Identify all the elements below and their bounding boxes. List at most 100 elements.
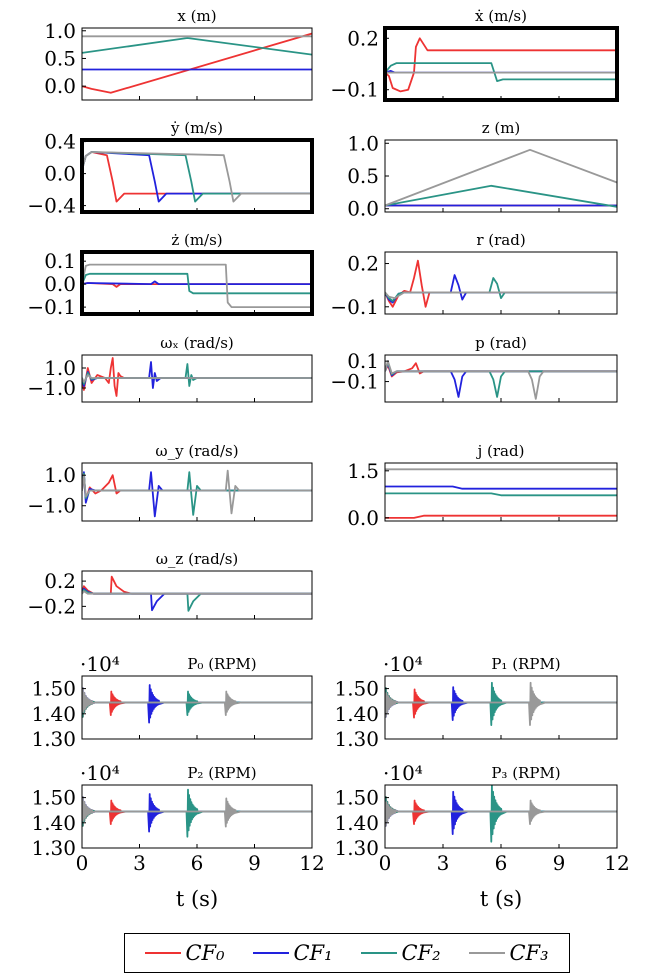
- panel-2-ytick-label-0: 0.4: [44, 130, 76, 154]
- rpm-panel-3-exponent: ·10⁴: [383, 761, 423, 785]
- panel-0-title: x (m): [177, 7, 216, 25]
- rpm-panel-0-exponent: ·10⁴: [80, 652, 120, 676]
- rpm-panel-2-ytick-label-2: 1.30: [31, 836, 76, 860]
- rpm-panel-3-frame: [384, 784, 618, 849]
- panel-5-series-2: [385, 277, 617, 302]
- panel-9-series-2: [385, 492, 617, 497]
- panel-0-ytick-label-0: 1.0: [44, 19, 76, 43]
- panel-7-ytick-label-0: 0.1: [347, 349, 379, 373]
- panel-6-series-1: [82, 361, 312, 389]
- legend-swatch-cf2: [361, 952, 398, 954]
- rpm-panel-0-ytick-label-1: 1.40: [31, 702, 76, 726]
- panel-1-series-0: [385, 37, 617, 93]
- panel-9-title: j (rad): [476, 442, 525, 460]
- rpm-panel-2-xlabel: t (s): [176, 887, 218, 911]
- rpm-panel-1-series-3: [385, 681, 617, 726]
- panel-7-series-2: [385, 361, 617, 398]
- rpm-panel-2-xtick-label-2: 6: [191, 851, 204, 875]
- panel-4-ytick-label-0: 0.1: [44, 249, 76, 273]
- panel-8-title: ω_y (rad/s): [155, 442, 238, 460]
- figure-canvas: x (m) 1.0 0.5 0.0 ẋ (m/s) 0.2 −0.1 ẏ (m/s) 0.4 0.…: [27, 7, 629, 911]
- rpm-panel-2-xtick-label-0: 0: [76, 851, 89, 875]
- rpm-panel-0-ytick-label-2: 1.30: [31, 727, 76, 751]
- panel-4-ytick-label-2: −0.1: [27, 295, 76, 319]
- panel-0-series-0: [82, 32, 312, 94]
- legend-swatch-cf0: [145, 952, 182, 954]
- rpm-panel-2-series-3: [82, 796, 312, 828]
- panel-7-title: p (rad): [475, 334, 527, 352]
- rpm-panel-3-xtick-label-4: 12: [604, 851, 629, 875]
- rpm-panel-2-xtick-label-1: 3: [133, 851, 146, 875]
- panel-2-series-3: [82, 151, 312, 203]
- panel-4-series-3: [82, 263, 312, 309]
- panel-3-title: z (m): [482, 119, 521, 137]
- panel-0-ytick-label-2: 0.0: [44, 74, 76, 98]
- rpm-panel-1-frame: [384, 675, 618, 740]
- panel-2-ytick-label-2: −0.4: [27, 194, 76, 218]
- rpm-panel-1-ytick-label-1: 1.40: [334, 702, 379, 726]
- panel-6-series-2: [82, 363, 312, 387]
- legend-item-cf1: CF₁: [253, 941, 333, 965]
- legend-label-cf0: CF₀: [185, 941, 225, 965]
- panel-0-series-2: [82, 37, 312, 56]
- panel-4-series-2: [82, 272, 312, 295]
- panel-7-ytick-label-1: −0.1: [330, 370, 379, 394]
- panel-3-ytick-label-0: 1.0: [347, 131, 379, 155]
- panel-10-ytick-label-1: −0.2: [27, 594, 76, 618]
- rpm-panel-1-ytick-label-2: 1.30: [334, 727, 379, 751]
- rpm-panel-3-xtick-label-1: 3: [437, 851, 450, 875]
- rpm-panel-2-title: P₂ (RPM): [187, 764, 256, 782]
- panel-1-ytick-label-0: 0.2: [347, 26, 379, 50]
- panel-6-series-3: [82, 374, 312, 383]
- panel-6-ytick-label-1: −1.0: [27, 376, 76, 400]
- panel-5-ytick-label-1: −0.1: [330, 295, 379, 319]
- legend-item-cf0: CF₀: [145, 941, 225, 965]
- legend-label-cf2: CF₂: [401, 941, 441, 965]
- panel-10-frame: [81, 570, 313, 620]
- panel-6-ytick-label-0: 1.0: [44, 356, 76, 380]
- panel-1-ytick-label-1: −0.1: [330, 78, 379, 102]
- legend-label-cf1: CF₁: [293, 941, 333, 965]
- legend-item-cf3: CF₃: [469, 941, 549, 965]
- panel-10-ytick-label-0: 0.2: [44, 569, 76, 593]
- panel-9-ytick-label-1: 0.0: [347, 506, 379, 530]
- legend: CF₀ CF₁ CF₂ CF₃: [124, 933, 570, 973]
- rpm-panel-2-frame: [81, 784, 313, 849]
- panel-6-series-0: [82, 357, 312, 397]
- legend-swatch-cf3: [469, 952, 506, 954]
- rpm-panel-3-xlabel: t (s): [480, 887, 522, 911]
- panel-1-title: ẋ (m/s): [475, 7, 527, 25]
- rpm-panel-0-frame: [81, 675, 313, 740]
- panel-3-series-2: [385, 184, 617, 208]
- panel-5-series-0: [385, 259, 617, 308]
- rpm-panel-3-ytick-label-1: 1.40: [334, 811, 379, 835]
- rpm-panel-1-exponent: ·10⁴: [383, 652, 423, 676]
- rpm-panel-3-series-3: [385, 799, 617, 827]
- rpm-panel-3-xtick-label-2: 6: [495, 851, 508, 875]
- panel-8-ytick-label-0: 1.0: [44, 463, 76, 487]
- rpm-panel-0-title: P₀ (RPM): [187, 655, 256, 673]
- rpm-panel-3-ytick-label-2: 1.30: [334, 836, 379, 860]
- panel-9-ytick-label-0: 1.5: [347, 459, 379, 483]
- panel-0-ytick-label-1: 0.5: [44, 46, 76, 70]
- panel-10-title: ω_z (rad/s): [156, 550, 239, 568]
- rpm-panel-2-xtick-label-4: 12: [299, 851, 324, 875]
- panel-9-frame: [384, 462, 618, 522]
- legend-item-cf2: CF₂: [361, 941, 441, 965]
- rpm-panel-3-title: P₃ (RPM): [491, 764, 560, 782]
- panel-6-title: ωₓ (rad/s): [160, 334, 234, 352]
- panel-1-series-2: [385, 62, 617, 82]
- rpm-panel-3-xtick-label-3: 9: [553, 851, 566, 875]
- panel-5-series-3: [385, 291, 617, 300]
- rpm-panel-2-ytick-label-0: 1.50: [31, 786, 76, 810]
- rpm-panel-0-series-3: [82, 687, 312, 716]
- rpm-panel-3-xtick-label-0: 0: [379, 851, 392, 875]
- panel-9-series-0: [385, 514, 617, 519]
- panel-7-series-3: [385, 360, 617, 400]
- panel-8-series-3: [82, 469, 312, 515]
- rpm-panel-2-ytick-label-1: 1.40: [31, 811, 76, 835]
- panel-10-series-3: [82, 590, 312, 595]
- panel-5-ytick-label-0: 0.2: [347, 252, 379, 276]
- panel-5-title: r (rad): [476, 231, 525, 249]
- panel-3-series-3: [385, 148, 617, 207]
